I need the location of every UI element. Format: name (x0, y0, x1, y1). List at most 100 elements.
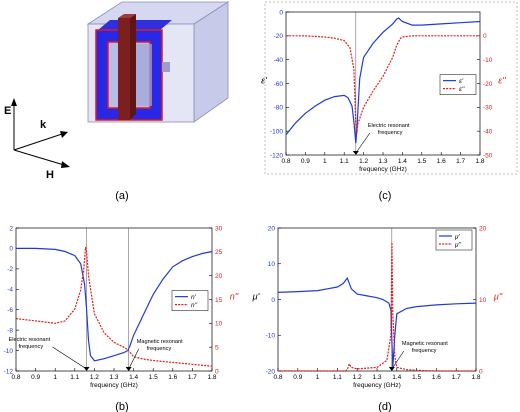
y-left-tick-label: -2 (7, 266, 13, 273)
series-line-imaginary (286, 35, 480, 134)
x-tick-label: 1.4 (398, 158, 407, 165)
x-tick-label: 1.8 (207, 374, 216, 381)
series-line-imaginary (278, 242, 476, 372)
y-right-tick-label: 0 (483, 33, 487, 40)
x-tick-label: 1.1 (340, 158, 349, 165)
x-axis-title: frequency (GHz) (90, 382, 138, 389)
metal-bar (118, 18, 130, 120)
y-right-tick-label: -30 (483, 105, 493, 112)
annotation-leader (391, 350, 405, 370)
y-left-tick-label: -12 (4, 368, 14, 375)
y-right-tick-label: 0 (479, 368, 483, 375)
annotation-text: Electric resonant (9, 337, 51, 343)
panel-label-a: (a) (115, 190, 128, 202)
chart-d: 0.8 0.9 1 1.1 1.2 1.3 1.4 1.5 1.6 1.7 1.8 20 10 0 -10 -… (252, 225, 503, 389)
x-tick-label: 1.2 (359, 158, 368, 165)
x-tick-label: 1.5 (417, 158, 426, 165)
x-tick-label: 1.1 (333, 374, 342, 381)
y-left-tick-label: 0 (9, 246, 13, 253)
annotation-arrow-head (352, 151, 359, 155)
legend-entry: μ'' (454, 241, 462, 248)
y-left-tick-label: 0 (271, 297, 275, 304)
y-left-tick-label: -120 (270, 152, 283, 159)
x-tick-label: 1.5 (412, 374, 421, 381)
y-right-tick-label: -10 (483, 57, 493, 64)
x-tick-label: 1.7 (456, 158, 465, 165)
y-right-axis-title: ε'' (498, 76, 506, 86)
x-tick-label: 1.2 (90, 374, 99, 381)
annotation-arrow-head (83, 367, 90, 371)
y-left-tick-label: -20 (274, 33, 284, 40)
x-tick-label: 0.9 (301, 158, 310, 165)
x-tick-label: 0.8 (11, 374, 20, 381)
y-left-tick-label: -20 (266, 368, 276, 375)
x-tick-label: 1.4 (129, 374, 138, 381)
y-left-tick-label: -6 (7, 307, 13, 314)
y-right-tick-label: -20 (483, 81, 493, 88)
y-right-tick-label: 25 (215, 249, 223, 256)
legend-entry: ε'' (459, 86, 465, 93)
x-tick-label: 1.7 (452, 374, 461, 381)
series-line-imaginary (15, 246, 213, 367)
panel-c-border (264, 1, 518, 175)
y-left-tick-label: -80 (274, 105, 284, 112)
bar-side (130, 14, 136, 120)
y-left-tick-label: 0 (279, 9, 283, 16)
y-right-axis-title: n'' (230, 292, 239, 302)
legend-box (439, 74, 477, 95)
annotation-text: Magnetic resonant (402, 341, 448, 347)
x-tick-label: 1 (323, 158, 327, 165)
legend-box (171, 290, 209, 311)
y-right-tick-label: 5 (215, 344, 219, 351)
y-left-tick-label: -4 (7, 287, 13, 294)
plot-frame (277, 227, 477, 372)
x-tick-label: 1.8 (475, 158, 484, 165)
panel-label-d: (d) (378, 401, 391, 412)
k-axis-label: k (40, 119, 47, 131)
x-tick-label: 0.8 (281, 158, 290, 165)
x-tick-label: 0.9 (293, 374, 302, 381)
annotation-text: frequency (19, 344, 44, 350)
y-right-tick-label: -40 (483, 128, 493, 135)
y-right-tick-label: 10 (215, 321, 223, 328)
y-left-tick-label: 20 (268, 225, 276, 232)
y-right-tick-label: 15 (215, 297, 223, 304)
annotation-text: frequency (412, 348, 437, 354)
series-line-real (285, 17, 481, 144)
x-tick-label: 1.6 (432, 374, 441, 381)
x-tick-label: 1.3 (378, 158, 387, 165)
legend-entry: ε' (459, 78, 464, 85)
annotation-arrow-head (125, 367, 132, 371)
panel-label-b: (b) (115, 401, 128, 412)
y-left-tick-label: -10 (266, 333, 276, 340)
x-tick-label: 1 (316, 374, 320, 381)
series-line-real (277, 276, 477, 368)
annotation-leader (52, 346, 87, 370)
k-arrow-head (60, 131, 68, 138)
y-left-tick-label: -100 (270, 128, 283, 135)
annotation-text: frequency (378, 130, 403, 136)
e-arrow-head (11, 98, 17, 106)
k-axis-line (13, 133, 63, 151)
x-tick-label: 1.6 (168, 374, 177, 381)
chart-b: 0.8 0.9 1 1.1 1.2 1.3 1.4 1.5 1.6 1.7 1.820-2-4-6-… (4, 225, 239, 389)
y-left-tick-label: -10 (4, 348, 14, 355)
annotation-text: Magnetic resonant (137, 339, 183, 345)
y-right-tick-label: 10 (479, 297, 487, 304)
y-right-tick-label: 0 (215, 368, 219, 375)
ring-gap-block (162, 62, 170, 72)
series-line-real (16, 247, 213, 362)
x-tick-label: 1.3 (109, 374, 118, 381)
y-left-tick-label: -60 (274, 81, 284, 88)
y-right-tick-label: 30 (215, 225, 223, 232)
x-tick-label: 1.8 (471, 374, 480, 381)
y-right-tick-label: 20 (479, 225, 487, 232)
x-tick-label: 0.8 (273, 374, 282, 381)
y-right-axis-title: μ'' (493, 292, 503, 302)
x-tick-label: 1.1 (70, 374, 79, 381)
y-left-tick-label: 2 (9, 225, 13, 232)
legend-entry: μ' (454, 233, 461, 240)
x-tick-label: 1 (53, 374, 57, 381)
annotation-text: frequency (147, 346, 172, 352)
